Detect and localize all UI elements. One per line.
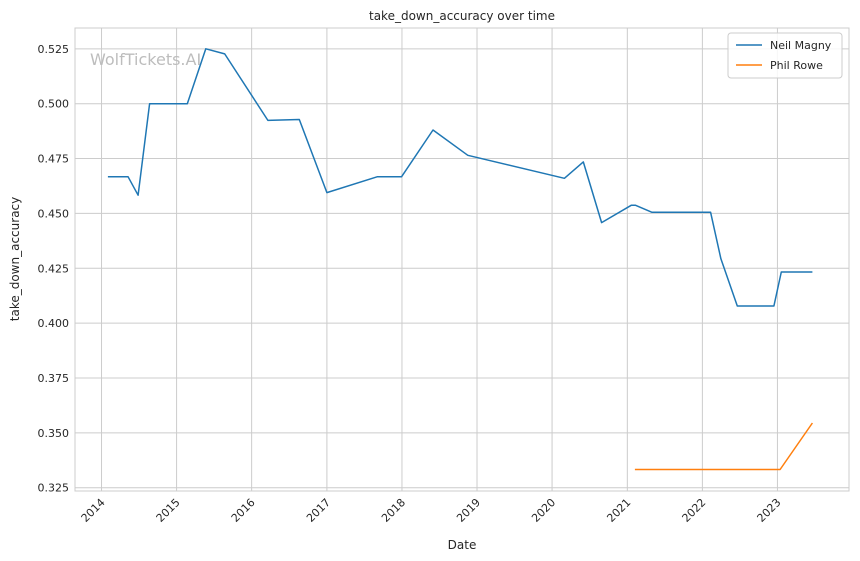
- watermark: WolfTickets.AI: [90, 50, 201, 69]
- grid: [75, 28, 849, 491]
- legend-label-phil-rowe: Phil Rowe: [770, 59, 823, 72]
- series: [107, 48, 814, 471]
- legend-label-neil-magny: Neil Magny: [770, 39, 832, 52]
- chart-title: take_down_accuracy over time: [369, 9, 555, 23]
- x-axis-label: Date: [448, 538, 477, 552]
- series-line-neil-magny: [107, 48, 813, 307]
- y-tick-label: 0.500: [38, 98, 70, 111]
- y-tick-label: 0.450: [38, 207, 70, 220]
- y-tick-label: 0.425: [38, 262, 70, 275]
- y-tick-label: 0.375: [38, 372, 70, 385]
- y-tick-label: 0.525: [38, 43, 70, 56]
- legend: Neil Magny Phil Rowe: [727, 32, 843, 79]
- y-tick-label: 0.475: [38, 153, 70, 166]
- y-axis-label: take_down_accuracy: [8, 197, 22, 321]
- plot-frame: [74, 27, 850, 492]
- tick-labels: 2014 2015 2016 2017 2018 2019 2020 2021 2022 2023…: [38, 43, 784, 525]
- y-tick-label: 0.325: [38, 482, 70, 495]
- series-line-phil-rowe: [634, 422, 814, 471]
- y-tick-label: 0.350: [38, 427, 70, 440]
- y-tick-label: 0.400: [38, 317, 70, 330]
